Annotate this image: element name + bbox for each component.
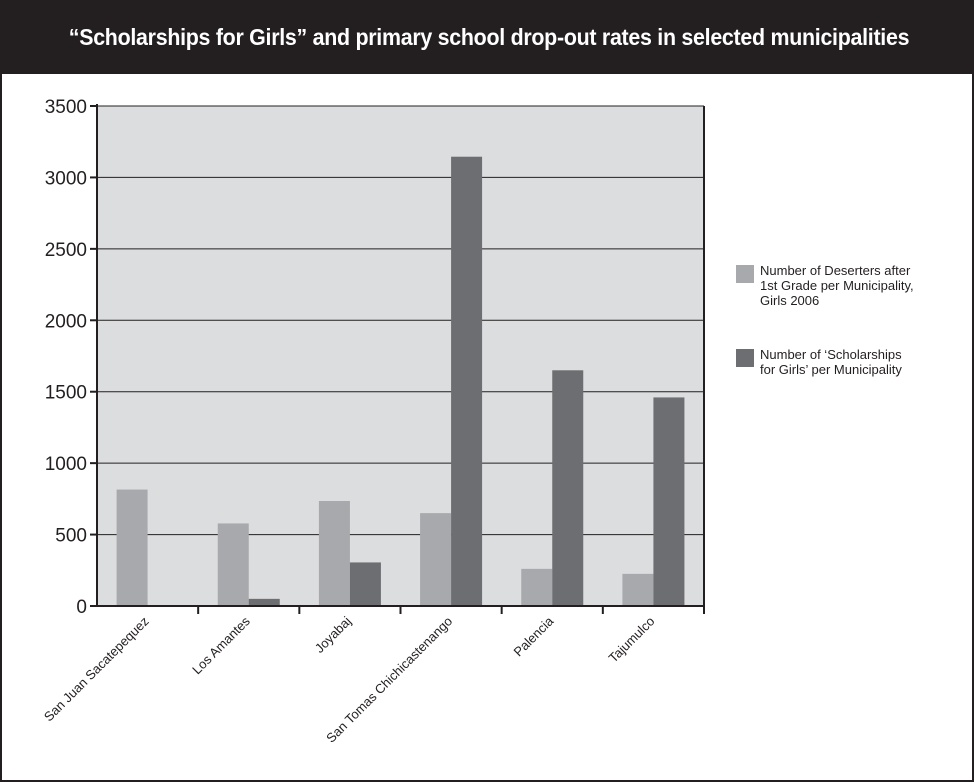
chart-title: “Scholarships for Girls” and primary sch… xyxy=(68,24,910,50)
bar-series2-4 xyxy=(552,370,584,606)
legend-label-line: Number of Deserters after xyxy=(760,263,911,278)
bar-series2-1 xyxy=(248,598,280,606)
bar-series1-1 xyxy=(217,523,249,606)
y-tick-label-3500: 3500 xyxy=(45,97,87,118)
legend-label-line: for Girls’ per Municipality xyxy=(760,362,902,377)
y-tick-label-1000: 1000 xyxy=(45,454,87,475)
title-bar: “Scholarships for Girls” and primary sch… xyxy=(2,2,974,74)
y-tick-label-500: 500 xyxy=(55,526,87,547)
y-tick-label-3000: 3000 xyxy=(45,168,87,189)
category-label-1: Los Amantes xyxy=(189,613,253,677)
bar-series1-4 xyxy=(521,568,553,606)
category-label-4: Palencia xyxy=(510,613,556,659)
legend-swatch-2 xyxy=(736,349,754,367)
legend-label-line: 1st Grade per Municipality, xyxy=(760,278,914,293)
y-tick-label-0: 0 xyxy=(76,597,87,618)
y-tick-label-1500: 1500 xyxy=(45,383,87,404)
plot-area xyxy=(97,106,704,606)
bar-series1-0 xyxy=(116,489,148,606)
legend-label-1: Number of Deserters after 1st Grade per M… xyxy=(760,263,914,308)
bar-series1-3 xyxy=(420,513,452,606)
category-label-2: Joyabaj xyxy=(312,613,354,655)
category-label-5: Tajumulco xyxy=(606,614,658,666)
legend-label-line: Girls 2006 xyxy=(760,293,819,308)
bar-series2-2 xyxy=(349,562,381,606)
category-label-0: San Juan Sacatepequez xyxy=(41,614,152,725)
y-tick-label-2500: 2500 xyxy=(45,240,87,261)
bar-series2-5 xyxy=(653,397,685,606)
bar-series1-5 xyxy=(622,573,654,606)
legend-label-2: Number of ‘Scholarships for Girls’ per Mu… xyxy=(760,347,902,377)
legend-label-line: Number of ‘Scholarships xyxy=(760,347,902,362)
bar-series2-3 xyxy=(451,156,483,606)
legend-swatch-1 xyxy=(736,265,754,283)
bar-series1-2 xyxy=(318,501,350,606)
y-tick-label-2000: 2000 xyxy=(45,311,87,332)
